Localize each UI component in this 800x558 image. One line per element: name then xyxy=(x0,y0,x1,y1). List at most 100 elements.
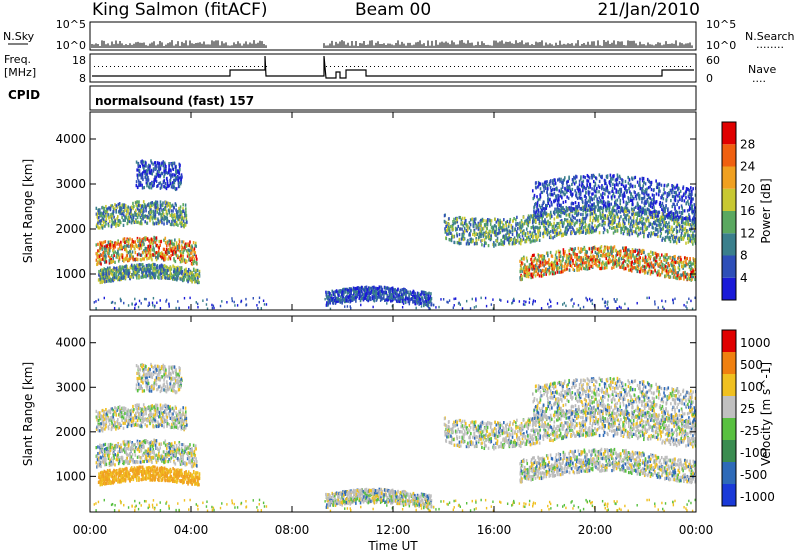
power-echo-cell xyxy=(108,216,110,219)
power-echo-cell xyxy=(99,226,101,229)
nave-dot xyxy=(374,66,375,67)
power-echo-cell xyxy=(607,246,609,249)
power-echo-cell xyxy=(179,240,181,243)
power-echo-cell xyxy=(609,246,611,249)
nave-dot xyxy=(626,66,627,67)
power-echo-cell xyxy=(580,256,582,259)
power-echo-cell xyxy=(448,217,450,220)
power-echo-cell xyxy=(181,260,183,263)
power-echo-cell xyxy=(508,225,510,228)
power-echo-cell xyxy=(125,276,127,279)
power-echo-cell xyxy=(105,255,107,258)
power-echo-cell xyxy=(192,248,194,251)
power-echo-cell xyxy=(551,215,553,218)
power-echo-cell xyxy=(547,233,549,236)
power-echo-cell xyxy=(132,250,134,253)
power-echo-cell xyxy=(149,164,151,167)
power-echo-cell xyxy=(683,237,685,240)
power-echo-cell xyxy=(135,220,137,223)
power-echo-cell xyxy=(139,268,141,271)
power-echo-cell xyxy=(628,220,630,223)
nave-dot xyxy=(266,66,267,67)
power-echo-cell xyxy=(123,266,125,269)
power-echo-cell xyxy=(487,218,489,221)
power-echo-cell xyxy=(346,299,348,302)
power-echo-cell xyxy=(153,211,155,214)
power-echo-cell xyxy=(453,218,455,221)
power-echo-cell xyxy=(430,303,432,306)
power-echo-cell xyxy=(398,293,400,296)
power-echo-cell xyxy=(619,254,621,257)
power-echo-cell xyxy=(583,217,585,220)
power-echo-cell xyxy=(532,235,534,238)
power-echo-cell xyxy=(196,258,198,261)
nave-dot xyxy=(242,66,243,67)
power-echo-cell xyxy=(98,273,100,276)
nave-dot xyxy=(126,66,127,67)
power-echo-cell xyxy=(175,204,177,207)
power-echo-cell xyxy=(641,216,643,219)
power-echo-cell xyxy=(135,204,137,207)
power-echo-cell xyxy=(496,228,498,231)
power-echo-cell xyxy=(114,207,116,210)
power-echo-cell xyxy=(111,219,113,222)
power-echo-cell xyxy=(189,257,191,260)
power-echo-cell xyxy=(182,203,184,206)
power-echo-cell xyxy=(568,228,570,231)
power-echo-cell xyxy=(115,210,117,213)
nave-dot xyxy=(502,66,503,67)
power-echo-cell xyxy=(165,182,167,185)
power-echo-cell xyxy=(151,161,153,164)
power-echo-cell xyxy=(162,201,164,204)
power-echo-cell xyxy=(165,165,167,168)
nave-dot xyxy=(238,66,239,67)
power-echo-cell xyxy=(104,261,106,264)
power-echo-cell xyxy=(151,169,153,172)
power-echo-cell xyxy=(373,286,375,289)
power-echo-cell xyxy=(571,231,573,234)
power-echo-cell xyxy=(597,225,599,228)
power-echo-cell xyxy=(540,264,542,267)
power-echo-cell xyxy=(136,161,138,164)
power-echo-cell xyxy=(604,228,606,231)
nave-dot xyxy=(138,66,139,67)
power-echo-cell xyxy=(165,251,167,254)
nave-dot xyxy=(566,66,567,67)
power-echo-cell xyxy=(497,237,499,240)
nave-dot xyxy=(410,66,411,67)
power-echo-cell xyxy=(624,252,626,255)
power-echo-cell xyxy=(168,220,170,223)
power-echo-cell xyxy=(550,230,552,233)
power-echo-cell xyxy=(543,273,545,276)
power-echo-cell xyxy=(156,236,158,239)
power-echo-cell xyxy=(445,237,447,240)
power-echo-cell xyxy=(588,224,590,227)
power-echo-cell xyxy=(579,219,581,222)
nave-dot xyxy=(94,66,95,67)
power-echo-cell xyxy=(583,226,585,229)
power-echo-cell xyxy=(460,242,462,245)
power-echo-cell xyxy=(515,228,517,231)
nave-dot xyxy=(666,66,667,67)
power-echo-cell xyxy=(392,287,394,290)
power-echo-cell xyxy=(517,239,519,242)
power-echo-cell xyxy=(545,222,547,225)
power-echo-cell xyxy=(631,221,633,224)
power-echo-cell xyxy=(591,247,593,250)
power-echo-cell xyxy=(536,262,538,265)
power-echo-cell xyxy=(174,162,176,165)
power-echo-cell xyxy=(361,286,363,289)
power-echo-cell xyxy=(500,239,502,242)
power-echo-cell xyxy=(197,273,199,276)
power-echo-cell xyxy=(137,213,139,216)
power-echo-cell xyxy=(454,241,456,244)
power-echo-cell xyxy=(176,177,178,180)
power-echo-cell xyxy=(185,275,187,278)
nave-dot xyxy=(334,66,335,67)
power-echo-cell xyxy=(646,212,648,215)
power-echo-cell xyxy=(481,243,483,246)
power-echo-cell xyxy=(390,299,392,302)
power-echo-cell xyxy=(147,237,149,240)
power-echo-cell xyxy=(599,231,601,234)
power-echo-cell xyxy=(692,235,694,238)
